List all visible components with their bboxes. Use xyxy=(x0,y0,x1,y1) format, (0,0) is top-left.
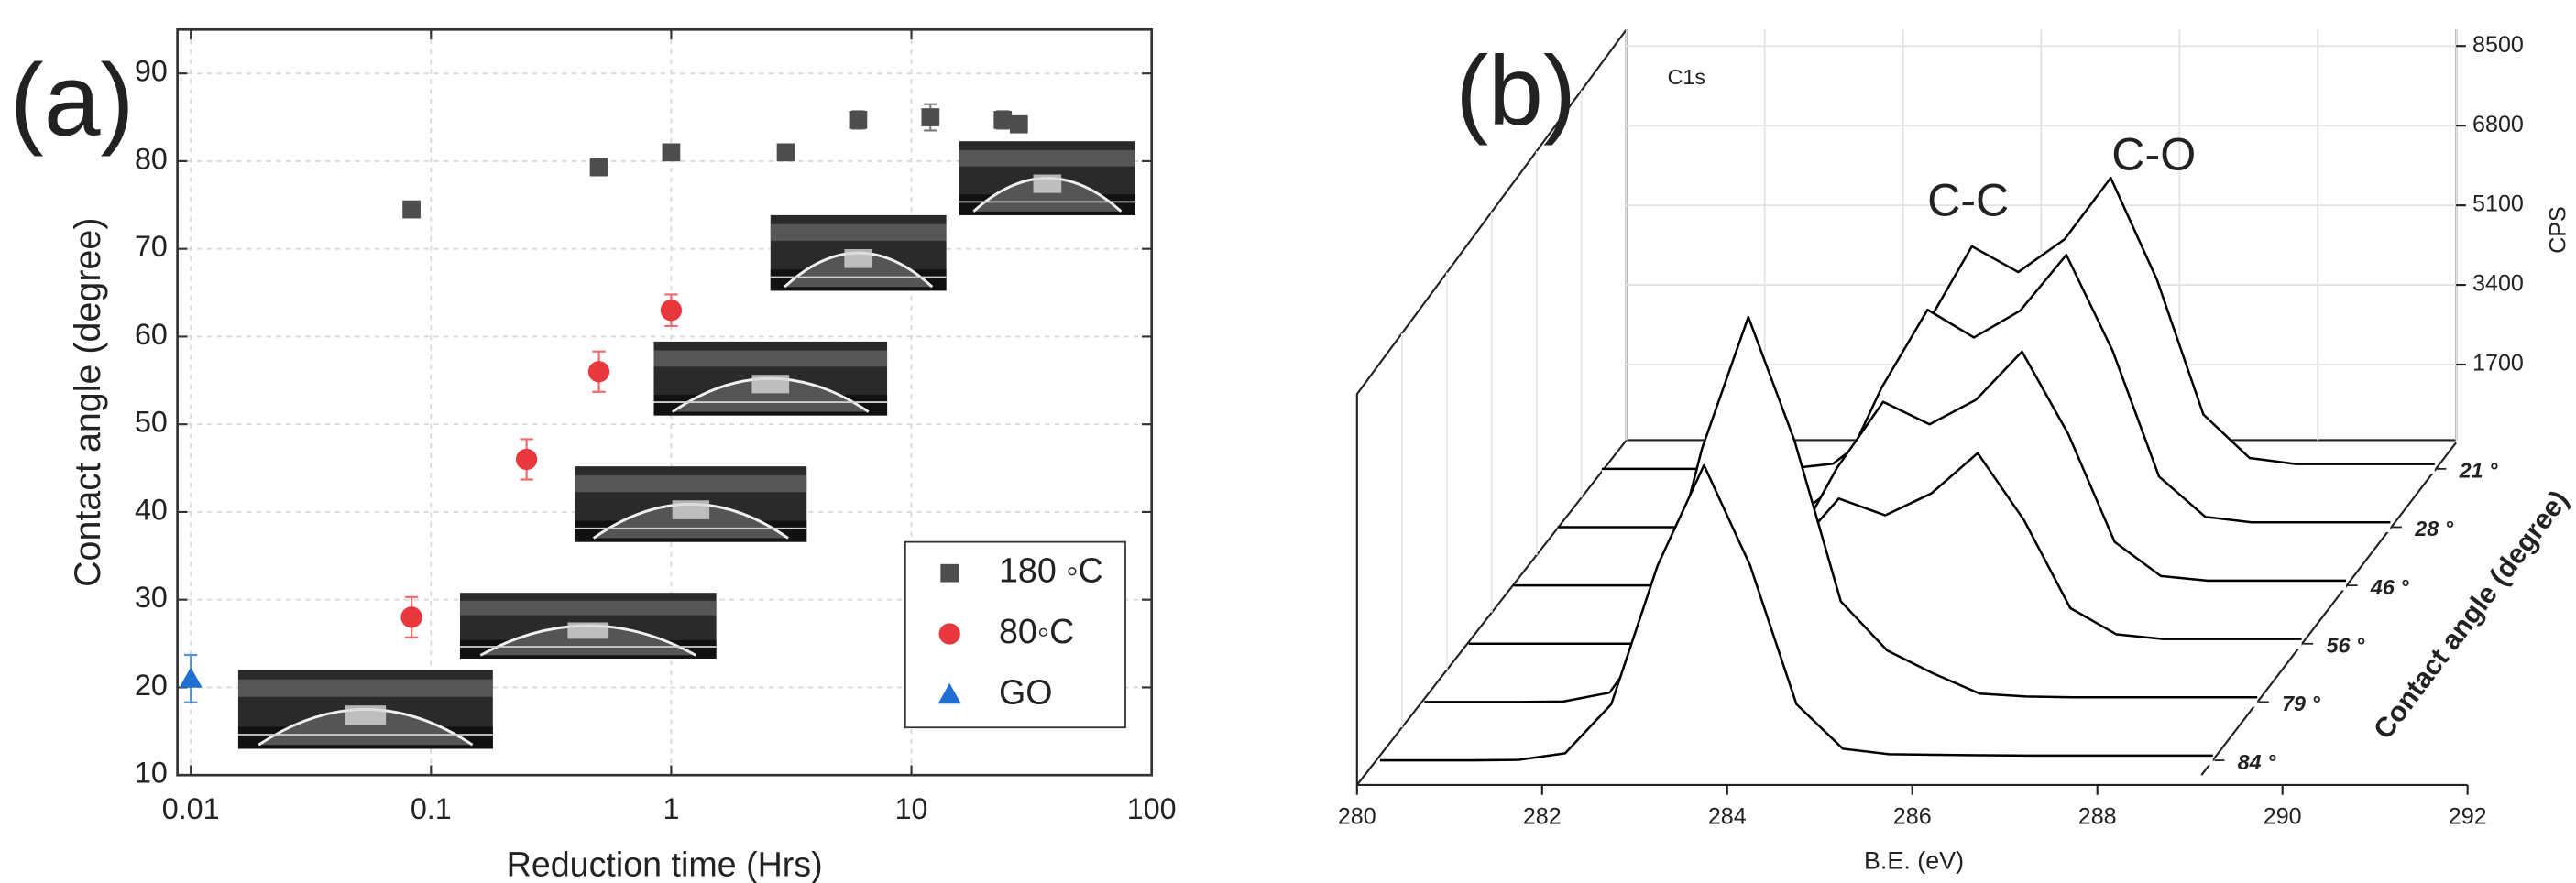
y-tick-label: 90 xyxy=(135,55,168,88)
legend-label: GO xyxy=(999,672,1053,711)
x-tick-label: 286 xyxy=(1893,803,1932,829)
y-tick-label: 6800 xyxy=(2472,112,2524,137)
inset-highlight xyxy=(751,375,790,394)
depth-tick-label: 84 ° xyxy=(2238,750,2276,774)
y-tick-label: 8500 xyxy=(2472,32,2524,58)
y-tick-label: 80 xyxy=(135,142,168,175)
x-tick-label: 100 xyxy=(1127,792,1177,825)
legend-marker xyxy=(940,563,959,583)
depth-tick-label: 46 ° xyxy=(2370,575,2409,599)
x-tick-label: 288 xyxy=(2078,803,2117,829)
panel-label: (b) xyxy=(1455,36,1575,146)
point xyxy=(849,111,868,129)
droplet-inset xyxy=(959,141,1135,215)
curve-occluder xyxy=(1468,452,2302,649)
point xyxy=(179,667,203,688)
curve-occluder xyxy=(1424,317,2258,707)
x-tick-label: 1 xyxy=(663,792,679,825)
point xyxy=(400,606,422,628)
depth-tick-label: 56 ° xyxy=(2327,634,2365,658)
x-tick-label: 290 xyxy=(2264,803,2302,829)
x-tick-label: 10 xyxy=(895,792,928,825)
point xyxy=(402,200,421,219)
x-tick-label: 0.1 xyxy=(411,792,452,825)
inset-glare xyxy=(237,679,493,697)
y-tick-label: 50 xyxy=(135,406,168,439)
point xyxy=(515,448,538,471)
peak-annotation: C-C xyxy=(1927,175,2009,226)
inset-highlight xyxy=(1033,174,1062,193)
depth-axis xyxy=(2200,442,2457,776)
y-tick-label: 60 xyxy=(135,318,168,351)
legend-marker xyxy=(937,682,961,704)
y-tick-label: 5100 xyxy=(2472,191,2524,217)
droplet-inset xyxy=(237,670,493,749)
point xyxy=(660,300,683,322)
point xyxy=(921,108,940,126)
point xyxy=(1009,114,1028,134)
point xyxy=(662,143,681,162)
x-tick-label: 292 xyxy=(2449,803,2487,829)
spectrum-line xyxy=(1424,315,2258,703)
inset-highlight xyxy=(567,622,609,639)
droplet-inset xyxy=(575,466,807,542)
point xyxy=(776,143,795,162)
y-axis-title: Contact angle (degree) xyxy=(68,218,108,587)
plot-frame xyxy=(176,27,1154,777)
y-tick-label: 30 xyxy=(135,581,168,614)
inset-glare xyxy=(959,149,1135,167)
droplet-inset xyxy=(653,341,888,416)
y-tick-label: 20 xyxy=(135,669,168,702)
y-tick-label: 3400 xyxy=(2472,271,2524,297)
x-tick-label: 282 xyxy=(1523,803,1562,829)
y-tick-label: 10 xyxy=(135,757,168,790)
depth-tick-label: 79 ° xyxy=(2282,692,2320,715)
peak-annotation: C-O xyxy=(2111,128,2196,180)
point xyxy=(993,111,1013,129)
legend-marker xyxy=(938,623,960,645)
panel-label: (a) xyxy=(10,43,135,158)
x-tick-label: 284 xyxy=(1708,803,1747,829)
point xyxy=(587,361,610,383)
x-axis-title: Reduction time (Hrs) xyxy=(507,845,823,883)
x-axis-title: B.E. (eV) xyxy=(1864,846,1964,874)
curve-occluder xyxy=(1557,255,2391,532)
inset-glare xyxy=(653,350,888,367)
inset-glare xyxy=(575,475,807,493)
y-tick-label: 40 xyxy=(135,493,168,526)
spectrum-line xyxy=(1379,463,2213,762)
depth-tick-label: 21 ° xyxy=(2459,459,2498,483)
y-tick-label: 70 xyxy=(135,230,168,263)
x-tick-label: 0.01 xyxy=(162,792,220,825)
point xyxy=(589,158,608,177)
y-tick-label: 1700 xyxy=(2472,351,2524,376)
inset-glare xyxy=(770,223,947,241)
spectrum-line xyxy=(1468,452,2302,646)
chart-title: C1s xyxy=(1668,65,1705,89)
inset-highlight xyxy=(345,705,387,725)
depth-tick-label: 28 ° xyxy=(2414,517,2453,540)
curve-occluder xyxy=(1513,351,2347,591)
legend-label: 180 ◦C xyxy=(999,551,1103,590)
inset-highlight xyxy=(844,248,873,268)
inset-highlight xyxy=(672,500,710,519)
legend-label: 80◦C xyxy=(999,612,1074,650)
droplet-inset xyxy=(459,593,717,659)
inset-glare xyxy=(459,600,717,616)
y-axis-title: CPS xyxy=(2546,206,2571,254)
droplet-inset xyxy=(770,214,947,291)
x-tick-label: 280 xyxy=(1338,803,1376,829)
